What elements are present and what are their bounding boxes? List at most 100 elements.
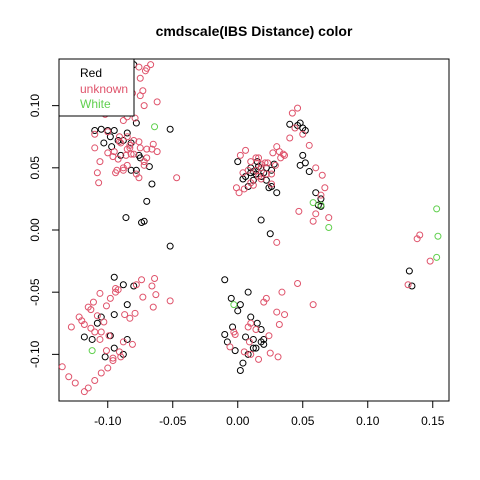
data-point <box>100 139 108 147</box>
data-point <box>140 102 148 110</box>
data-point <box>109 153 117 161</box>
x-axis: -0.10 -0.05 0.00 0.05 0.10 0.15 <box>94 400 445 428</box>
data-point <box>226 343 234 351</box>
data-point <box>269 149 277 157</box>
data-point <box>136 74 144 82</box>
data-point <box>221 276 229 284</box>
data-point <box>151 123 159 131</box>
data-point <box>294 279 302 287</box>
data-point <box>257 164 265 172</box>
data-point <box>312 164 320 172</box>
data-point <box>317 201 325 209</box>
data-point <box>286 120 294 128</box>
data-point <box>135 63 143 71</box>
data-point <box>275 321 283 329</box>
data-point <box>140 161 148 169</box>
data-point <box>252 154 260 162</box>
data-point <box>239 359 247 367</box>
data-point <box>128 340 136 348</box>
data-point <box>122 151 130 159</box>
y-axis: -0.10 -0.05 0.00 0.05 0.10 <box>28 94 60 368</box>
data-point <box>426 257 434 265</box>
data-point <box>273 238 281 246</box>
data-point <box>257 175 265 183</box>
data-point <box>232 184 240 192</box>
x-tick-label: -0.10 <box>94 414 122 428</box>
data-point <box>244 288 252 296</box>
legend-entry-white: White <box>80 97 111 111</box>
y-tick-label: 0.05 <box>28 156 42 180</box>
data-point <box>110 344 118 352</box>
data-point <box>112 284 120 292</box>
data-point <box>143 154 151 162</box>
data-point <box>255 154 263 162</box>
data-point <box>294 104 302 112</box>
data-point <box>84 303 92 311</box>
data-point <box>91 130 99 138</box>
data-point <box>274 353 282 361</box>
data-point <box>104 364 112 372</box>
data-point <box>110 311 118 319</box>
data-point <box>121 311 129 319</box>
data-point <box>135 151 143 159</box>
data-point <box>255 355 263 363</box>
x-tick-label: 0.00 <box>226 414 250 428</box>
data-point <box>299 151 307 159</box>
data-point <box>271 161 279 169</box>
data-point <box>309 199 317 207</box>
data-point <box>247 350 255 358</box>
data-point <box>305 168 313 176</box>
data-point <box>145 163 153 171</box>
data-point <box>147 61 155 69</box>
data-point <box>104 128 112 136</box>
data-point <box>325 224 333 232</box>
legend-entry-unknown: unknown <box>80 82 128 96</box>
data-point <box>247 179 255 187</box>
data-point <box>268 170 276 178</box>
data-point <box>166 242 174 250</box>
data-point <box>102 302 110 310</box>
data-point <box>173 174 181 182</box>
data-point <box>266 230 274 238</box>
data-point <box>277 154 285 162</box>
data-point <box>312 210 320 218</box>
data-point <box>260 340 268 348</box>
data-point <box>291 124 299 132</box>
data-point <box>91 127 99 135</box>
data-point <box>80 388 88 396</box>
data-point <box>105 332 113 340</box>
data-point <box>230 301 238 309</box>
data-point <box>434 232 442 240</box>
data-point <box>295 207 303 215</box>
data-point <box>408 282 416 290</box>
data-point <box>266 349 274 357</box>
data-point <box>91 328 99 336</box>
data-point <box>231 347 239 355</box>
y-tick-label: -0.05 <box>28 278 42 306</box>
data-point <box>91 376 99 384</box>
data-point <box>95 179 103 187</box>
data-point <box>126 314 134 322</box>
data-point <box>117 139 125 147</box>
data-point <box>132 166 140 174</box>
data-point <box>286 134 294 142</box>
data-point <box>416 231 424 239</box>
data-point <box>264 159 272 167</box>
data-point <box>262 294 270 302</box>
data-point <box>143 197 151 205</box>
data-point <box>88 335 96 343</box>
data-point <box>245 338 253 346</box>
data-point <box>135 174 143 182</box>
data-point <box>106 294 114 302</box>
data-point <box>281 311 289 319</box>
data-point <box>115 348 123 356</box>
data-point <box>122 214 130 222</box>
data-point <box>305 141 313 149</box>
data-point <box>112 169 120 177</box>
data-point <box>110 273 118 281</box>
data-point <box>88 347 96 355</box>
data-point <box>97 369 105 377</box>
data-point <box>221 330 229 338</box>
data-point <box>78 317 86 325</box>
